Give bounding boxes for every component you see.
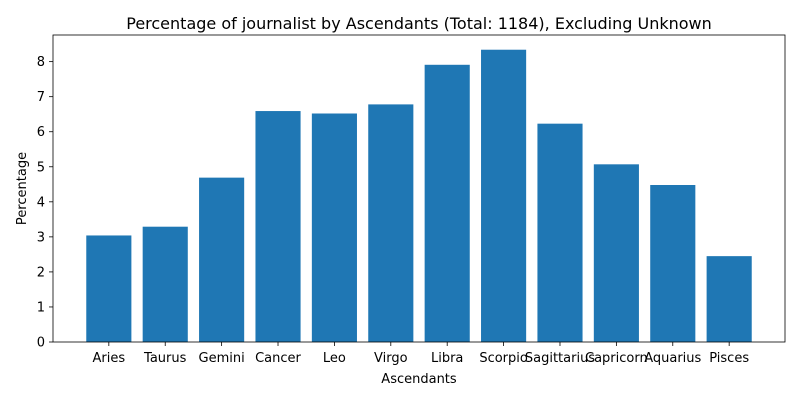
- y-tick-label: 4: [37, 195, 45, 210]
- x-tick-label: Libra: [431, 351, 463, 366]
- x-tick-label: Capricorn: [585, 351, 648, 366]
- y-tick-label: 7: [37, 90, 45, 105]
- y-tick-label: 3: [37, 230, 45, 245]
- y-tick-label: 1: [37, 300, 45, 315]
- x-tick-label: Taurus: [143, 351, 187, 366]
- bar-taurus: [142, 226, 188, 342]
- bar-leo: [311, 113, 357, 342]
- bar-gemini: [199, 177, 245, 342]
- x-axis-ticks: Aries Taurus Gemini Cancer Leo Virgo Libra Scor…: [93, 342, 749, 366]
- x-tick-label: Gemini: [199, 351, 245, 366]
- y-tick-label: 6: [37, 125, 45, 140]
- y-tick-label: 2: [37, 265, 45, 280]
- bar-libra: [424, 64, 470, 342]
- x-tick-label: Pisces: [709, 351, 749, 366]
- y-tick-label: 8: [37, 55, 45, 70]
- bar-sagittarius: [537, 123, 583, 342]
- x-tick-label: Aries: [93, 351, 126, 366]
- x-tick-label: Cancer: [255, 351, 301, 366]
- plot-frame: [52, 34, 786, 343]
- chart-title: Percentage of journalist by Ascendants (…: [126, 14, 712, 33]
- y-axis-label: Percentage: [15, 152, 30, 225]
- x-tick-label: Scorpio: [479, 351, 528, 366]
- bar-capricorn: [593, 164, 639, 342]
- x-tick-label: Aquarius: [644, 351, 701, 366]
- x-tick-label: Leo: [323, 351, 346, 366]
- y-tick-label: 0: [37, 336, 45, 351]
- bar-aquarius: [650, 185, 696, 342]
- bars-group: [86, 49, 752, 342]
- bar-scorpio: [481, 49, 527, 342]
- bar-virgo: [368, 104, 414, 342]
- bar-pisces: [706, 256, 752, 342]
- x-axis-label: Ascendants: [381, 372, 457, 387]
- y-tick-label: 5: [37, 160, 45, 175]
- x-tick-label: Virgo: [374, 351, 408, 366]
- y-axis-ticks: 0 1 2 3 4 5 6 7 8: [37, 55, 53, 351]
- bar-aries: [86, 235, 132, 342]
- x-tick-label: Sagittarius: [525, 351, 595, 366]
- bar-cancer: [255, 111, 301, 342]
